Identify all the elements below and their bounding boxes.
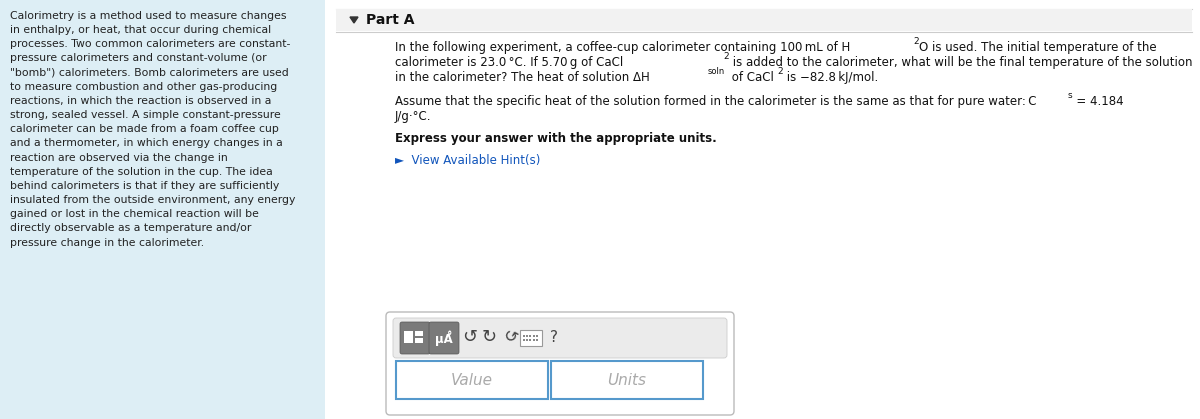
Text: is added to the calorimeter, what will be the final temperature of the solution: is added to the calorimeter, what will b… [730, 56, 1193, 69]
Text: 2: 2 [778, 67, 782, 76]
Text: 2: 2 [722, 52, 728, 61]
Bar [415, 331, 424, 336]
Text: In the following experiment, a coffee-cup calorimeter containing 100 mL of H: In the following experiment, a coffee-cu… [395, 41, 851, 54]
Bar [415, 338, 424, 343]
Bar [527, 334, 528, 336]
Text: Part A: Part A [366, 13, 414, 27]
Text: soln: soln [708, 67, 725, 76]
Text: Express your answer with the appropriate units.: Express your answer with the appropriate… [395, 132, 716, 145]
Text: calorimeter is 23.0 °C. If 5.70 g of CaCl: calorimeter is 23.0 °C. If 5.70 g of CaC… [395, 56, 623, 69]
FancyBboxPatch shape [551, 361, 703, 399]
Text: Units: Units [607, 372, 647, 388]
Bar [533, 334, 535, 336]
Text: μÅ: μÅ [436, 330, 452, 346]
Text: is −82.8 kJ/mol.: is −82.8 kJ/mol. [784, 71, 878, 84]
Bar [523, 339, 526, 341]
Text: s: s [1068, 91, 1073, 100]
FancyBboxPatch shape [400, 322, 430, 354]
Text: Value: Value [451, 372, 493, 388]
FancyBboxPatch shape [386, 312, 734, 415]
FancyBboxPatch shape [394, 318, 727, 358]
Bar [535, 334, 538, 336]
Bar [0, 0, 325, 419]
FancyBboxPatch shape [396, 361, 548, 399]
Text: J/g·°C.: J/g·°C. [395, 110, 432, 123]
FancyBboxPatch shape [430, 322, 458, 354]
Bar [535, 339, 538, 341]
Text: ↺: ↺ [498, 326, 520, 348]
Text: ↺: ↺ [462, 328, 478, 346]
Text: 2: 2 [913, 37, 919, 46]
Text: Calorimetry is a method used to measure changes
in enthalpy, or heat, that occur: Calorimetry is a method used to measure … [10, 11, 295, 248]
Bar [529, 339, 532, 341]
Bar [336, 9, 1192, 31]
Text: Assume that the specific heat of the solution formed in the calorimeter is the s: Assume that the specific heat of the sol… [395, 95, 1037, 108]
Text: ↻: ↻ [481, 328, 497, 346]
Text: = 4.184: = 4.184 [1074, 95, 1123, 108]
Text: ►  View Available Hint(s): ► View Available Hint(s) [395, 154, 540, 167]
Text: ?: ? [550, 329, 558, 344]
Text: in the calorimeter? The heat of solution ΔH: in the calorimeter? The heat of solution… [395, 71, 649, 84]
Text: O is used. The initial temperature of the: O is used. The initial temperature of th… [919, 41, 1157, 54]
Bar [529, 334, 532, 336]
Polygon shape [350, 17, 358, 23]
FancyBboxPatch shape [520, 330, 542, 346]
Bar [404, 331, 413, 343]
Text: of CaCl: of CaCl [728, 71, 774, 84]
Bar [523, 334, 526, 336]
Bar [533, 339, 535, 341]
Bar [325, 0, 1200, 419]
Bar [527, 339, 528, 341]
